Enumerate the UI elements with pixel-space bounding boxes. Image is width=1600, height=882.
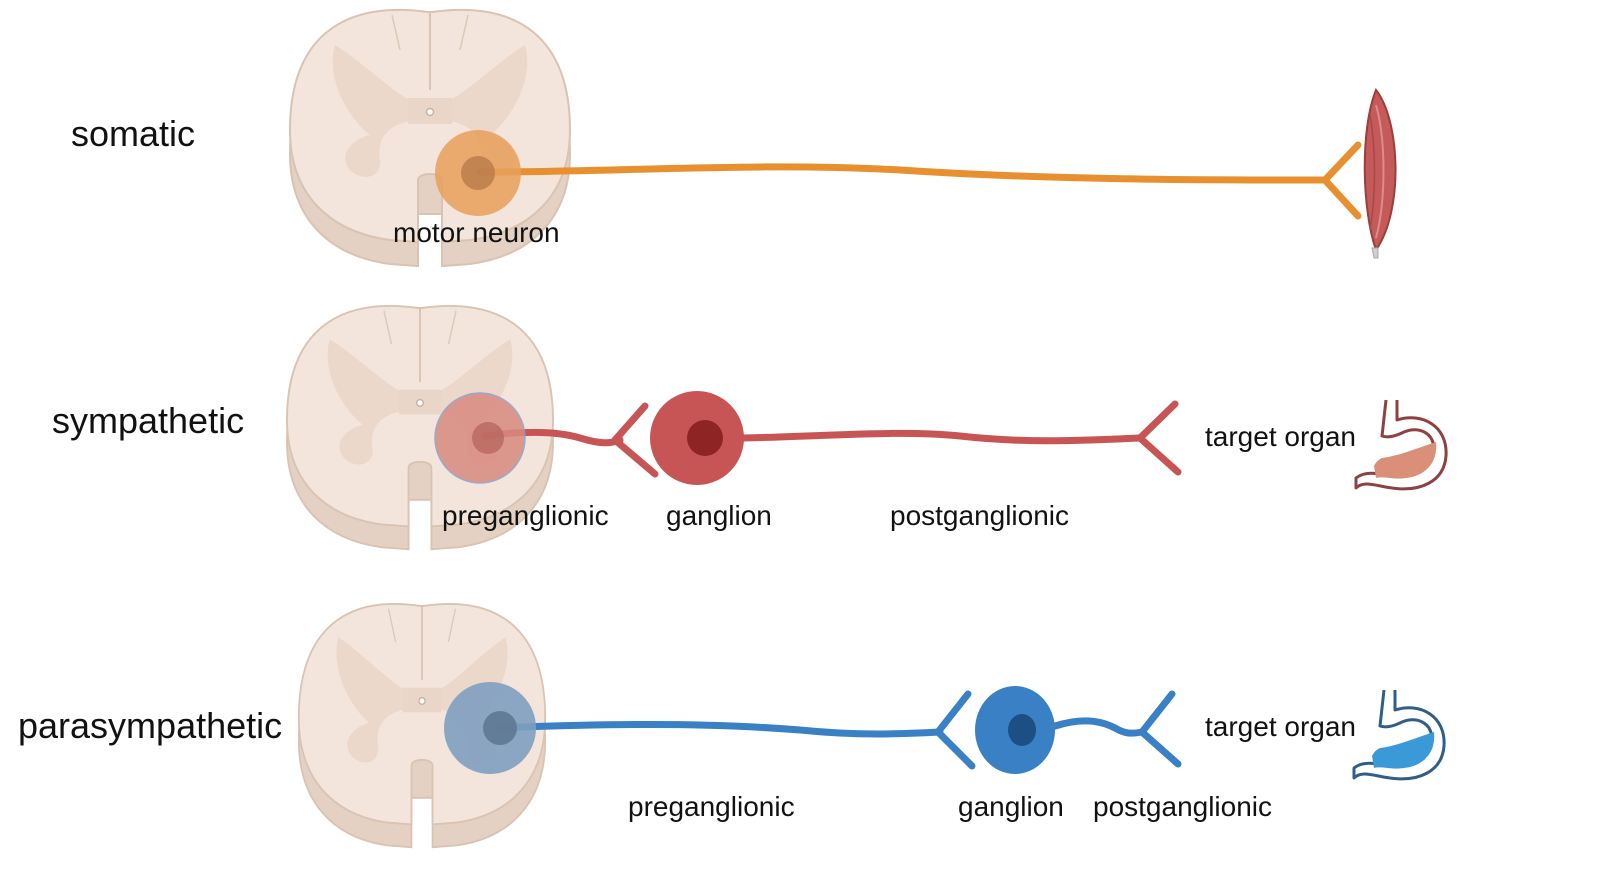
sympathetic-pre-neuron-nucleus xyxy=(472,422,504,454)
parasympathetic-row: parasympathetic preganglionic ganglion p… xyxy=(18,602,1446,849)
somatic-terminal xyxy=(1321,141,1362,220)
somatic-row: somatic motor neuron xyxy=(71,8,1397,268)
motor-neuron-nucleus xyxy=(461,156,495,190)
sympathetic-ganglion-nucleus xyxy=(687,420,723,456)
row-label-sympathetic: sympathetic xyxy=(52,400,244,441)
label-sympathetic-preganglionic: preganglionic xyxy=(442,500,609,531)
parasympathetic-post-terminal xyxy=(1138,690,1182,768)
label-motor-neuron: motor neuron xyxy=(393,217,560,248)
parasympathetic-pre-neuron-nucleus xyxy=(483,711,517,745)
sympathetic-pre-terminal xyxy=(611,402,659,478)
label-sympathetic-ganglion: ganglion xyxy=(666,500,772,531)
parasympathetic-ganglion-nucleus xyxy=(1008,714,1036,746)
stomach-icon xyxy=(1352,689,1446,781)
motor-axon xyxy=(476,163,1329,184)
label-parasympathetic-ganglion: ganglion xyxy=(958,791,1064,822)
parasympathetic-postganglionic-axon xyxy=(1051,717,1146,737)
sympathetic-row: sympathetic preganglionic ganglion postg… xyxy=(52,304,1448,551)
sympathetic-postganglionic-axon xyxy=(740,429,1144,445)
label-parasympathetic-postganglionic: postganglionic xyxy=(1093,791,1272,822)
label-sympathetic-postganglionic: postganglionic xyxy=(890,500,1069,531)
sympathetic-post-terminal xyxy=(1136,400,1182,476)
label-parasympathetic-preganglionic: preganglionic xyxy=(628,791,795,822)
muscle-icon xyxy=(1363,88,1397,259)
row-label-parasympathetic: parasympathetic xyxy=(18,705,282,746)
label-parasympathetic-target: target organ xyxy=(1205,711,1356,742)
parasympathetic-preganglionic-axon xyxy=(491,721,944,738)
row-label-somatic: somatic xyxy=(71,113,195,154)
label-sympathetic-target: target organ xyxy=(1205,421,1356,452)
parasympathetic-pre-terminal xyxy=(934,690,976,770)
stomach-icon xyxy=(1354,399,1448,491)
